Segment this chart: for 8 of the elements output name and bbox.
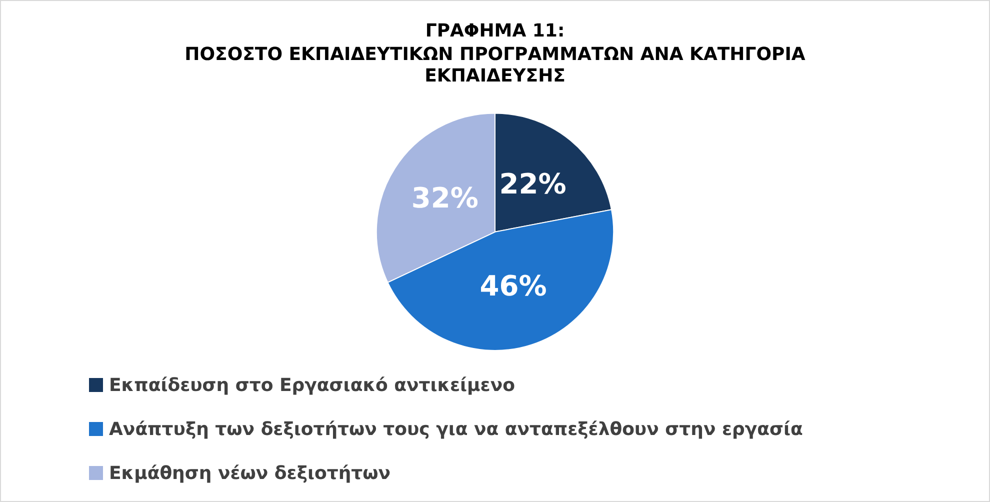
data-label: 22%: [499, 167, 566, 200]
data-label: 32%: [411, 181, 478, 214]
chart-subtitle: ΠΟΣΟΣΤΟ ΕΚΠΑΙΔΕΥΤΙΚΩΝ ΠΡΟΓΡΑΜΜΑΤΩΝ ΑΝΑ ΚΑΤΗΓΟΡΙΑ ΕΚΠΑΙΔΕΥΣΗΣ: [184, 44, 806, 87]
data-label: 46%: [480, 270, 547, 303]
legend-label: Ανάπτυξη των δεξιοτήτων τους για να ανταπεξέλθουν στην εργασία: [109, 418, 803, 440]
legend-label: Εκμάθηση νέων δεξιοτήτων: [109, 462, 391, 484]
chart-title: ΓΡΑΦΗΜΑ 11:: [425, 20, 565, 42]
legend-label: Εκπαίδευση στο Εργασιακό αντικείμενο: [109, 374, 515, 396]
